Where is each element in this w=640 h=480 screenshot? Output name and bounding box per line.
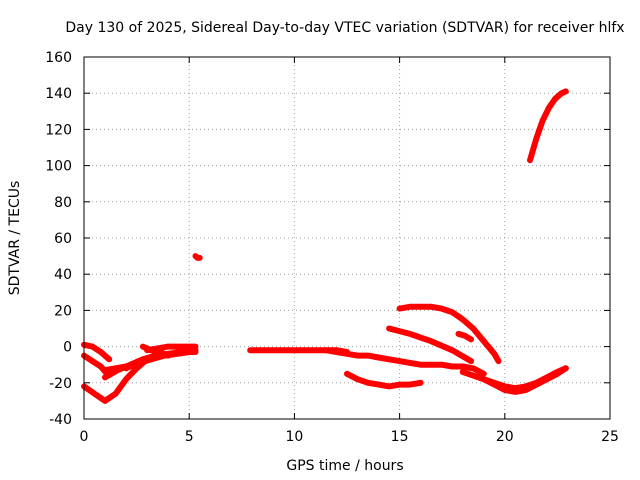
series-track-11 — [323, 347, 487, 377]
y-tick-label: 40 — [54, 267, 72, 283]
series-track-01 — [81, 356, 151, 404]
y-tick-label: 60 — [54, 231, 72, 247]
label-layer: 0 5 10 15 20 25 -40 -20 0 20 40 60 80 100 120 140 160 — [45, 50, 619, 445]
series-track-17 — [480, 365, 569, 395]
series-track-12 — [344, 370, 424, 390]
x-tick-label: 10 — [285, 429, 303, 445]
y-tick-label: 100 — [45, 159, 72, 175]
y-tick-label: 120 — [45, 122, 72, 138]
series-track-13 — [386, 325, 475, 365]
series-track-15 — [455, 330, 475, 343]
series-track-18 — [527, 88, 569, 164]
plot-frame — [83, 56, 611, 420]
x-tick-label: 25 — [601, 429, 619, 445]
y-tick-label: 20 — [54, 303, 72, 319]
series-track-08 — [144, 343, 199, 354]
chart-title: Day 130 of 2025, Sidereal Day-to-day VTE… — [65, 20, 624, 36]
y-axis-title: SDTVAR / TECUs — [7, 181, 23, 296]
x-axis-title: GPS time / hours — [286, 458, 403, 474]
x-tick-label: 0 — [80, 429, 89, 445]
x-tick-label: 20 — [496, 429, 514, 445]
y-tick-label: 80 — [54, 195, 72, 211]
series-track-02 — [81, 341, 113, 363]
x-tick-label: 5 — [185, 429, 194, 445]
tick-layer — [83, 56, 611, 420]
y-tick-label: 160 — [45, 50, 72, 66]
y-tick-label: 0 — [63, 340, 72, 356]
y-tick-label: 140 — [45, 86, 72, 102]
series-track-09 — [192, 253, 203, 261]
x-tick-label: 15 — [391, 429, 409, 445]
y-tick-label: -20 — [49, 376, 72, 392]
y-tick-label: -40 — [49, 412, 72, 428]
grid-layer — [84, 57, 610, 419]
series-track-14 — [396, 303, 502, 365]
series-layer — [81, 88, 569, 404]
